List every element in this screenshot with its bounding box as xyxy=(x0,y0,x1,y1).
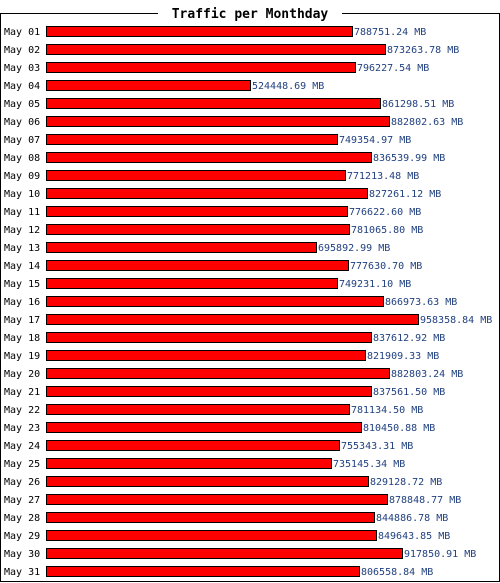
category-label: May 13 xyxy=(4,243,40,254)
traffic-bar xyxy=(46,98,381,109)
chart-title: Traffic per Monthday xyxy=(172,7,329,22)
title-background xyxy=(158,5,342,21)
traffic-bar xyxy=(46,422,362,433)
category-label: May 02 xyxy=(4,45,40,56)
traffic-bar xyxy=(46,530,377,541)
value-label: 524448.69 MB xyxy=(252,81,324,92)
value-label: 837612.92 MB xyxy=(373,333,445,344)
category-label: May 11 xyxy=(4,207,40,218)
traffic-bar xyxy=(46,170,346,181)
traffic-bar xyxy=(46,296,384,307)
category-label: May 28 xyxy=(4,513,40,524)
value-label: 829128.72 MB xyxy=(370,477,442,488)
value-label: 796227.54 MB xyxy=(357,63,429,74)
category-label: May 06 xyxy=(4,117,40,128)
category-label: May 04 xyxy=(4,81,40,92)
category-label: May 29 xyxy=(4,531,40,542)
traffic-bar xyxy=(46,62,356,73)
category-label: May 07 xyxy=(4,135,40,146)
value-label: 755343.31 MB xyxy=(341,441,413,452)
traffic-bar xyxy=(46,278,338,289)
traffic-bar xyxy=(46,566,360,577)
traffic-bar xyxy=(46,80,251,91)
category-label: May 27 xyxy=(4,495,40,506)
traffic-bar xyxy=(46,440,340,451)
value-label: 806558.84 MB xyxy=(361,567,433,578)
traffic-bar xyxy=(46,386,372,397)
value-label: 777630.70 MB xyxy=(350,261,422,272)
category-label: May 22 xyxy=(4,405,40,416)
value-label: 866973.63 MB xyxy=(385,297,457,308)
category-label: May 31 xyxy=(4,567,40,578)
traffic-bar xyxy=(46,224,350,235)
category-label: May 10 xyxy=(4,189,40,200)
category-label: May 08 xyxy=(4,153,40,164)
category-label: May 17 xyxy=(4,315,40,326)
category-label: May 26 xyxy=(4,477,40,488)
traffic-bar xyxy=(46,206,348,217)
traffic-bar xyxy=(46,260,349,271)
category-label: May 14 xyxy=(4,261,40,272)
traffic-bar xyxy=(46,26,353,37)
traffic-bar xyxy=(46,134,338,145)
value-label: 781065.80 MB xyxy=(351,225,423,236)
category-label: May 05 xyxy=(4,99,40,110)
category-label: May 20 xyxy=(4,369,40,380)
value-label: 917850.91 MB xyxy=(404,549,476,560)
value-label: 781134.50 MB xyxy=(351,405,423,416)
traffic-bar xyxy=(46,368,390,379)
value-label: 771213.48 MB xyxy=(347,171,419,182)
value-label: 861298.51 MB xyxy=(382,99,454,110)
traffic-bar xyxy=(46,458,332,469)
traffic-bar xyxy=(46,404,350,415)
value-label: 735145.34 MB xyxy=(333,459,405,470)
traffic-bar xyxy=(46,152,372,163)
category-label: May 23 xyxy=(4,423,40,434)
traffic-bar xyxy=(46,116,390,127)
value-label: 821909.33 MB xyxy=(367,351,439,362)
value-label: 849643.85 MB xyxy=(378,531,450,542)
value-label: 776622.60 MB xyxy=(349,207,421,218)
traffic-bar xyxy=(46,494,388,505)
value-label: 958358.84 MB xyxy=(420,315,492,326)
traffic-bar xyxy=(46,350,366,361)
traffic-bar xyxy=(46,548,403,559)
category-label: May 09 xyxy=(4,171,40,182)
value-label: 749231.10 MB xyxy=(339,279,411,290)
value-label: 827261.12 MB xyxy=(369,189,441,200)
value-label: 749354.97 MB xyxy=(339,135,411,146)
value-label: 788751.24 MB xyxy=(354,27,426,38)
category-label: May 19 xyxy=(4,351,40,362)
value-label: 695892.99 MB xyxy=(318,243,390,254)
value-label: 844886.78 MB xyxy=(376,513,448,524)
category-label: May 30 xyxy=(4,549,40,560)
traffic-bar xyxy=(46,512,375,523)
category-label: May 25 xyxy=(4,459,40,470)
traffic-bar xyxy=(46,44,386,55)
traffic-bar xyxy=(46,242,317,253)
bars-group: May 01 788751.24 MB May 02 873263.78 MB May … xyxy=(4,26,492,578)
value-label: 882802.63 MB xyxy=(391,117,463,128)
category-label: May 15 xyxy=(4,279,40,290)
category-label: May 21 xyxy=(4,387,40,398)
value-label: 836539.99 MB xyxy=(373,153,445,164)
value-label: 810450.88 MB xyxy=(363,423,435,434)
traffic-bar xyxy=(46,476,369,487)
value-label: 873263.78 MB xyxy=(387,45,459,56)
category-label: May 16 xyxy=(4,297,40,308)
traffic-bar xyxy=(46,332,372,343)
category-label: May 18 xyxy=(4,333,40,344)
traffic-bar xyxy=(46,314,419,325)
category-label: May 03 xyxy=(4,63,40,74)
category-label: May 01 xyxy=(4,27,40,38)
value-label: 882803.24 MB xyxy=(391,369,463,380)
value-label: 878848.77 MB xyxy=(389,495,461,506)
traffic-bar xyxy=(46,188,368,199)
value-label: 837561.50 MB xyxy=(373,387,445,398)
category-label: May 12 xyxy=(4,225,40,236)
category-label: May 24 xyxy=(4,441,40,452)
